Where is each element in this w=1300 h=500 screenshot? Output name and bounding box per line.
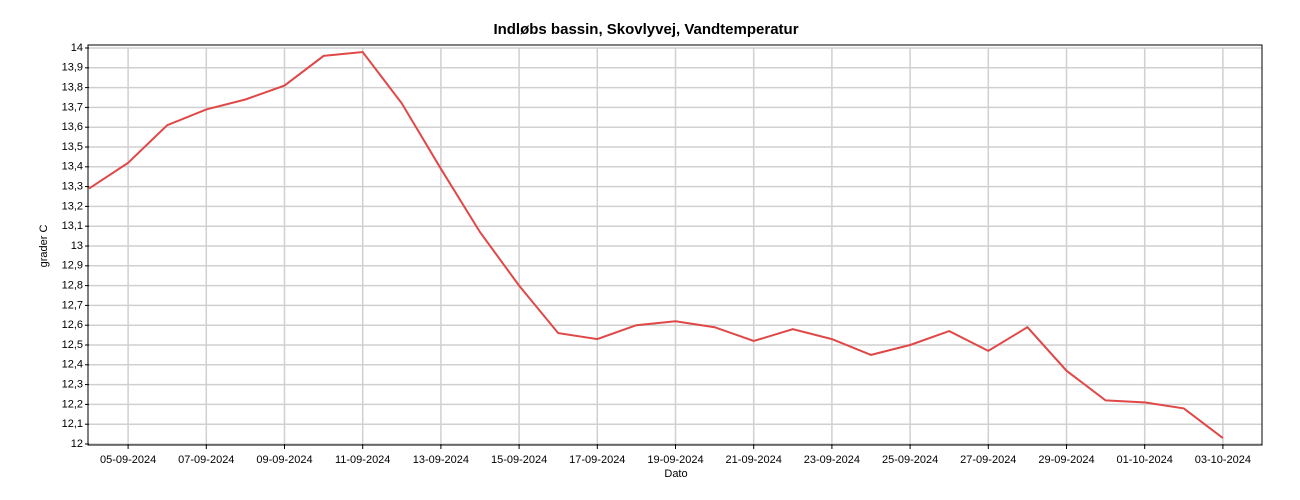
x-tick-label: 27-09-2024 [960,454,1016,466]
y-tick-label: 13,3 [62,181,83,193]
data-line [88,50,1224,439]
x-tick-label: 01-10-2024 [1117,454,1173,466]
y-tick-label: 13,4 [62,161,83,173]
y-tick-label: 12,9 [62,260,83,272]
y-tick-label: 12,7 [62,299,83,311]
x-tick-label: 15-09-2024 [491,454,547,466]
x-tick-label: 19-09-2024 [647,454,703,466]
y-tick-label: 13,7 [62,101,83,113]
y-tick-label: 12,6 [62,319,83,331]
y-tick-label: 12 [71,438,83,450]
y-tick-label: 12,2 [62,398,83,410]
y-tick-label: 13,8 [62,82,83,94]
x-tick-label: 05-09-2024 [100,454,156,466]
y-tick-label: 13,9 [62,62,83,74]
y-tick-label: 13 [71,240,83,252]
y-tick-label: 12,3 [62,379,83,391]
chart-title: Indløbs bassin, Skovlyvej, Vandtemperatu… [493,21,798,38]
y-axis-label: grader C [38,225,50,268]
x-tick-label: 11-09-2024 [335,454,390,466]
y-tick-label: 12,5 [62,339,83,351]
plot-frame [87,44,1263,446]
y-tick-label: 14 [71,42,83,54]
y-tick-label: 12,8 [62,280,83,292]
y-tick-label: 13,1 [62,220,83,232]
x-tick-label: 21-09-2024 [726,454,782,466]
x-tick-label: 29-09-2024 [1038,454,1094,466]
x-tick-label: 13-09-2024 [413,454,469,466]
x-axis-label: Dato [664,468,687,480]
y-tick-label: 13,2 [62,200,83,212]
y-tick-label: 13,6 [62,121,83,133]
y-tick-label: 12,1 [62,418,83,430]
x-tick-label: 23-09-2024 [804,454,860,466]
x-tick-label: 07-09-2024 [178,454,234,466]
x-tick-label: 03-10-2024 [1195,454,1251,466]
x-tick-label: 09-09-2024 [256,454,312,466]
y-tick-label: 13,5 [62,141,83,153]
x-tick-label: 25-09-2024 [882,454,938,466]
y-tick-label: 12,4 [62,359,83,371]
x-tick-label: 17-09-2024 [569,454,625,466]
